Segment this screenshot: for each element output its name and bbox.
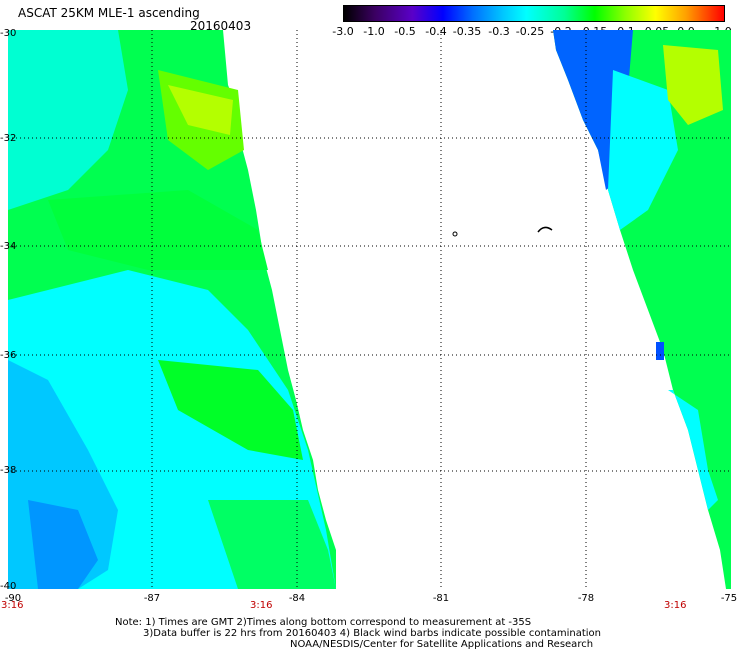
lon-label--84: -84 (288, 593, 306, 604)
color-scale-tick: -0.3 (488, 25, 510, 38)
right-swath-cyan (608, 70, 678, 230)
color-scale-tick: -0.5 (394, 25, 416, 38)
color-scale-tick: -1.0 (363, 25, 385, 38)
left-swath-green-lower (158, 360, 303, 460)
map-plot-area (8, 30, 731, 589)
left-swath-deep-blue (28, 500, 98, 589)
time-label-mid: 3:16 (250, 600, 273, 611)
note-line-1: Note: 1) Times are GMT 2)Times along bot… (115, 617, 532, 628)
island-mark-2 (537, 226, 553, 233)
note-line-2: 3)Data buffer is 22 hrs from 20160403 4)… (143, 628, 601, 639)
lat-label--34: -34 (0, 241, 17, 252)
left-swath-yellowgreen (168, 85, 233, 135)
map-title: ASCAT 25KM MLE-1 ascending (18, 6, 200, 20)
left-swath-green-mid (48, 190, 268, 270)
grid-lines (8, 30, 731, 589)
color-scale-bar (343, 5, 725, 22)
island-mark (452, 231, 458, 237)
lat-label--40: -40 (0, 581, 17, 592)
map-date: 20160403 (190, 19, 252, 33)
time-label-left: 3:16 (1, 600, 24, 611)
right-swath (553, 30, 731, 589)
lat-label--32: -32 (0, 133, 17, 144)
left-swath-green-bottom (208, 500, 336, 589)
lon-label--81: -81 (432, 593, 450, 604)
right-swath-yellowgreen (663, 45, 723, 125)
lon-label--90: -90 (4, 593, 22, 604)
right-swath-blue-spot (656, 342, 664, 360)
lon-label--78: -78 (577, 593, 595, 604)
lat-label--36: -36 (0, 350, 17, 361)
time-label-right: 3:16 (664, 600, 687, 611)
color-scale-tick: -0.25 (515, 25, 545, 38)
lat-label--30: -30 (0, 28, 17, 39)
note-line-3: NOAA/NESDIS/Center for Satellite Applica… (290, 639, 594, 650)
left-swath-cyan (8, 30, 128, 210)
right-swath-cyan-lower (668, 390, 718, 510)
swath-map (8, 30, 731, 589)
color-scale-tick: -0.35 (452, 25, 482, 38)
color-scale-tick: -3.0 (332, 25, 354, 38)
lon-label--75: -75 (720, 593, 738, 604)
lat-label--38: -38 (0, 465, 17, 476)
lon-label--87: -87 (143, 593, 161, 604)
